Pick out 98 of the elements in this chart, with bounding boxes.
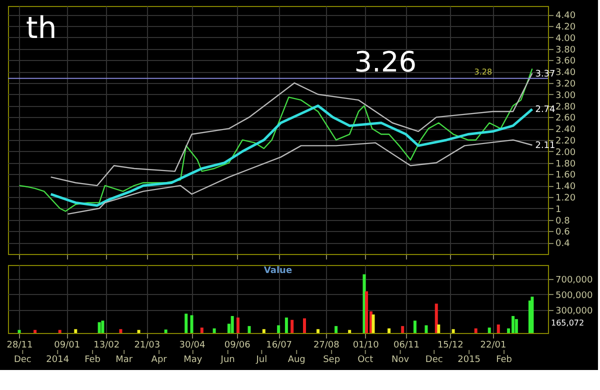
x2-tick-label: Dec	[425, 355, 443, 365]
annotation: 2.11	[535, 141, 556, 152]
bar	[248, 326, 251, 333]
bar	[530, 296, 534, 333]
bar	[277, 325, 280, 333]
bar	[302, 318, 306, 333]
x-tick-label: 28/11	[6, 340, 33, 350]
x2-tick-label: Jul	[255, 355, 268, 365]
y-tick-label: 3.00	[556, 90, 576, 101]
y-tick-label: 3.20	[556, 79, 576, 90]
bar	[424, 325, 428, 333]
y-tick-label: 2.60	[556, 114, 576, 124]
x2-tick-label: Nov	[392, 355, 410, 365]
bar	[34, 330, 37, 333]
bar	[452, 329, 455, 333]
bar	[488, 328, 491, 333]
line-series	[50, 104, 534, 207]
bar	[119, 329, 122, 333]
x-tick-label: 09/01	[54, 340, 80, 350]
annotation: 3.26	[354, 46, 417, 79]
x-tick-label: 15/12	[437, 340, 464, 350]
bar	[290, 320, 294, 333]
bar	[190, 315, 194, 333]
bar	[58, 330, 62, 333]
x-tick-label: 09/06	[224, 340, 251, 350]
x-tick-label: 13/02	[94, 340, 120, 350]
x2-tick-label: Dec	[14, 355, 32, 365]
y-tick-label: 0.6	[556, 228, 570, 238]
x2-tick-label: 2015	[458, 355, 481, 365]
y-tick-label: 3.40	[556, 68, 576, 78]
bar	[101, 320, 104, 333]
x-tick-label: 16/07	[266, 340, 292, 350]
bar	[413, 320, 416, 333]
bar	[98, 322, 101, 333]
y-tick-label: 2.40	[556, 125, 576, 136]
bar	[474, 328, 478, 333]
text: 165,072	[551, 318, 584, 328]
y-tick-label: 1	[556, 204, 562, 215]
x2-tick-label: Apr	[151, 355, 168, 365]
y-tick-label: 1.40	[556, 182, 576, 192]
bar	[434, 304, 438, 333]
x-tick-label: 01/10	[352, 340, 380, 350]
y-tick-label: 0.8	[556, 216, 570, 226]
y-tick-label: 700,000	[556, 275, 593, 286]
x2-tick-label: Sep	[323, 355, 340, 365]
y-tick-label: 4.00	[556, 34, 576, 44]
bar	[74, 329, 78, 333]
bar	[200, 328, 204, 333]
y-tick-label: 4.20	[556, 22, 576, 32]
bar	[334, 326, 338, 333]
x-tick-label: 21/03	[134, 340, 160, 350]
y-tick-label: 300,000	[556, 306, 593, 316]
line-series	[67, 139, 533, 215]
bar	[316, 329, 320, 333]
y-tick-label: 3.60	[556, 56, 576, 67]
chart-title: Value	[264, 266, 292, 276]
annotation: th	[26, 11, 57, 46]
y-tick-label: 4.40	[556, 11, 576, 22]
y-tick-label: 1.80	[556, 159, 576, 170]
bar	[437, 324, 440, 333]
annotation: 2.74	[535, 105, 556, 116]
x-tick-label: 22/01	[480, 340, 506, 350]
bar	[348, 330, 352, 333]
x2-tick-label: Mar	[116, 355, 133, 365]
y-tick-label: 2.20	[556, 136, 576, 146]
bar	[262, 329, 266, 333]
x2-tick-label: May	[184, 355, 203, 365]
bar	[514, 319, 518, 333]
x2-tick-label: Oct	[358, 355, 374, 365]
x2-tick-label: Jun	[220, 355, 235, 365]
y-tick-label: 3.80	[556, 45, 576, 56]
x2-tick-label: Feb	[84, 355, 101, 365]
bar	[230, 316, 234, 333]
y-tick-label: 500,000	[556, 290, 593, 301]
y-tick-label: 0.4	[556, 239, 570, 250]
x2-tick-label: Feb	[496, 355, 512, 365]
y-tick-label: 1.60	[556, 170, 576, 181]
bar	[164, 330, 168, 333]
ref-line-label: 3.28	[474, 67, 492, 76]
bar	[236, 318, 240, 333]
x-tick-label: 06/11	[393, 340, 420, 350]
x-tick-label: 27/08	[313, 340, 340, 350]
bar	[496, 324, 500, 333]
x-tick-label: 30/04	[179, 340, 206, 350]
annotation: 3.37	[535, 69, 556, 80]
x2-tick-label: Aug	[288, 355, 306, 365]
y-tick-label: 2.80	[556, 102, 576, 112]
y-tick-label: 2.00	[556, 148, 576, 158]
bar	[284, 318, 288, 333]
bar	[137, 330, 140, 333]
y-tick-label: 1.20	[556, 193, 576, 204]
bar	[372, 314, 375, 333]
bar	[401, 326, 404, 333]
bar	[18, 330, 21, 333]
x2-tick-label: 2014	[46, 355, 70, 365]
bar	[212, 328, 216, 333]
bar	[184, 314, 188, 333]
bar	[388, 328, 391, 333]
